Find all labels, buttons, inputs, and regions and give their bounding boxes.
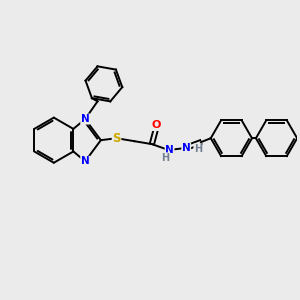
Text: N: N	[81, 114, 89, 124]
Text: S: S	[112, 132, 121, 145]
Text: N: N	[165, 145, 174, 155]
Text: N: N	[81, 156, 89, 166]
Text: O: O	[151, 121, 160, 130]
Text: N: N	[182, 143, 190, 153]
Text: H: H	[194, 144, 202, 154]
Text: H: H	[162, 153, 170, 163]
